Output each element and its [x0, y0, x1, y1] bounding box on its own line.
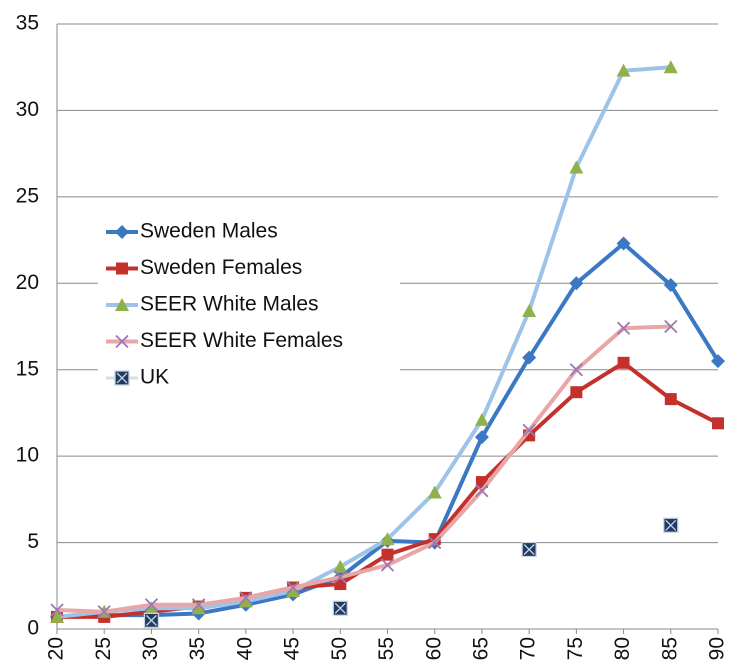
x-tick-label: 65: [469, 637, 492, 660]
x-tick-label: 85: [658, 637, 681, 660]
marker: [381, 548, 394, 561]
marker: [570, 386, 583, 399]
marker: [332, 600, 348, 616]
marker: [191, 601, 206, 615]
legend-box: [98, 210, 400, 396]
x-tick-label: 45: [281, 637, 304, 660]
marker: [522, 350, 537, 365]
x-tick-label: 30: [139, 637, 162, 660]
marker: [616, 236, 631, 251]
marker: [475, 484, 489, 498]
marker: [664, 319, 678, 334]
marker: [569, 276, 584, 291]
marker: [474, 412, 489, 426]
x-tick-label: 80: [611, 637, 634, 660]
marker: [333, 559, 348, 573]
y-tick-label: 20: [16, 271, 39, 294]
legend-marker: [115, 225, 129, 239]
y-tick-label: 35: [16, 12, 39, 35]
marker: [143, 612, 160, 629]
x-tick-label: 70: [517, 637, 540, 660]
marker: [50, 603, 64, 617]
marker: [522, 423, 536, 437]
marker: [192, 598, 206, 612]
marker: [474, 430, 489, 445]
y-tick-label: 0: [27, 617, 39, 640]
marker: [663, 278, 678, 293]
y-tick-label: 30: [16, 98, 39, 121]
y-tick-label: 10: [16, 444, 39, 467]
marker: [663, 517, 679, 533]
marker: [712, 417, 724, 430]
marker: [97, 605, 111, 619]
legend-label: SEER White Females: [140, 329, 343, 352]
marker: [286, 583, 301, 597]
y-tick-label: 5: [27, 530, 39, 553]
legend: Sweden Males Sweden Females SEER White Mal…: [98, 210, 400, 396]
x-tick-label: 50: [328, 637, 351, 660]
legend-marker: [115, 298, 129, 311]
x-tick-label: 90: [706, 637, 729, 660]
marker: [616, 321, 631, 335]
legend-marker: [115, 334, 129, 349]
marker: [239, 591, 253, 605]
x-tick-label: 75: [564, 637, 587, 660]
marker: [380, 558, 395, 572]
marker: [50, 609, 64, 623]
marker: [522, 303, 537, 317]
marker: [238, 594, 253, 608]
legend-label: Sweden Females: [140, 256, 302, 279]
marker: [333, 570, 347, 584]
marker: [569, 363, 583, 377]
x-tick-label: 60: [422, 637, 445, 660]
marker: [380, 532, 395, 546]
legend-marker: [116, 262, 128, 275]
x-tick-label: 40: [233, 637, 256, 660]
marker: [663, 60, 678, 74]
series-line: [57, 360, 719, 619]
x-tick-label: 20: [45, 637, 68, 660]
x-tick-label: 25: [92, 637, 115, 660]
legend-label: UK: [140, 366, 169, 389]
x-tick-label: 55: [375, 637, 398, 660]
marker: [711, 354, 725, 369]
series-line: [56, 65, 671, 619]
legend-label: Sweden Males: [140, 220, 278, 243]
marker: [144, 601, 159, 615]
x-tick-label: 35: [186, 637, 209, 660]
series-line: [56, 324, 671, 614]
y-tick-label: 25: [16, 184, 39, 207]
legend-label: SEER White Males: [140, 293, 319, 316]
marker: [664, 393, 677, 406]
marker: [428, 535, 442, 550]
marker: [286, 580, 300, 595]
marker: [144, 598, 159, 612]
marker: [521, 541, 537, 558]
y-tick-label: 15: [16, 357, 39, 380]
marker: [569, 160, 584, 174]
marker: [616, 63, 631, 77]
marker: [427, 485, 442, 499]
legend-marker: [114, 370, 130, 386]
marker: [617, 356, 630, 369]
